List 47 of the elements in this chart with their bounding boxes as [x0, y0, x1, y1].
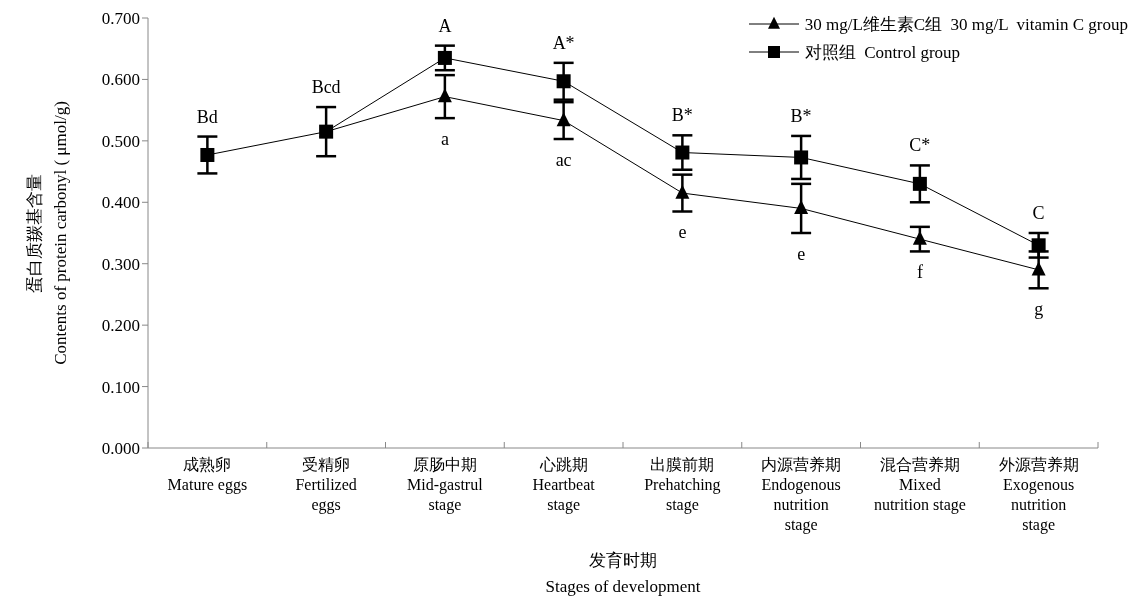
x-axis-title: 发育时期 Stages of development	[545, 551, 701, 596]
data-label: a	[440, 128, 449, 149]
x-tick-label: 原肠中期 Mid-gastrul stage	[407, 456, 484, 514]
y-tick-label: 0.100	[101, 377, 140, 397]
y-tick-label: 0.500	[101, 131, 140, 151]
x-tick-label: 内源营养期 Endogenous nutrition stage	[761, 456, 842, 534]
y-tick-label: 0.600	[101, 70, 140, 90]
data-label: Bcd	[311, 77, 341, 98]
data-label: C	[1032, 203, 1045, 223]
data-label: B*	[671, 105, 693, 126]
y-tick-label: 0.300	[101, 254, 140, 274]
point	[1031, 261, 1046, 276]
x-tick-label: 混合营养期 Mixed nutrition stage	[873, 456, 966, 514]
data-label: Bd	[196, 106, 218, 127]
point	[675, 184, 690, 199]
legend-label: 对照组 Control group	[804, 41, 961, 64]
data-label: B*	[790, 105, 812, 126]
point	[556, 74, 571, 89]
x-tick-label: 受精卵 Fertilized eggs	[295, 456, 357, 514]
x-tick-label: 出膜前期 Prehatching stage	[644, 456, 721, 514]
point	[1031, 238, 1046, 253]
point	[675, 145, 690, 160]
data-label: g	[1034, 298, 1044, 319]
data-label: ac	[555, 149, 572, 170]
x-tick-label: 外源营养期 Exogenous nutrition stage	[998, 456, 1079, 534]
y-tick-label: 0.000	[101, 439, 140, 459]
data-label: A*	[552, 32, 575, 53]
y-axis-title: 蛋白质羰基含量 Contents of protein carbonyl ( μmol/g)	[25, 101, 70, 365]
point	[912, 230, 927, 245]
point	[437, 50, 452, 65]
data-label: f	[916, 262, 923, 283]
data-label: e	[678, 222, 687, 243]
point	[200, 147, 215, 162]
point	[794, 200, 809, 215]
y-tick-label: 0.400	[101, 193, 140, 213]
data-label: C*	[909, 135, 931, 156]
point	[556, 112, 571, 127]
data-label: A	[438, 15, 452, 36]
point	[912, 176, 927, 191]
y-tick-label: 0.700	[101, 9, 140, 29]
legend-label: 30 mg/L维生素C组 30 mg/L vitamin C group	[804, 13, 1128, 36]
data-label: e	[797, 243, 806, 264]
x-tick-label: 心跳期 Heartbeat stage	[532, 456, 596, 514]
y-tick-label: 0.200	[101, 316, 140, 336]
point	[437, 88, 452, 103]
point	[794, 150, 809, 165]
x-tick-label: 成熟卵 Mature eggs	[167, 456, 248, 494]
